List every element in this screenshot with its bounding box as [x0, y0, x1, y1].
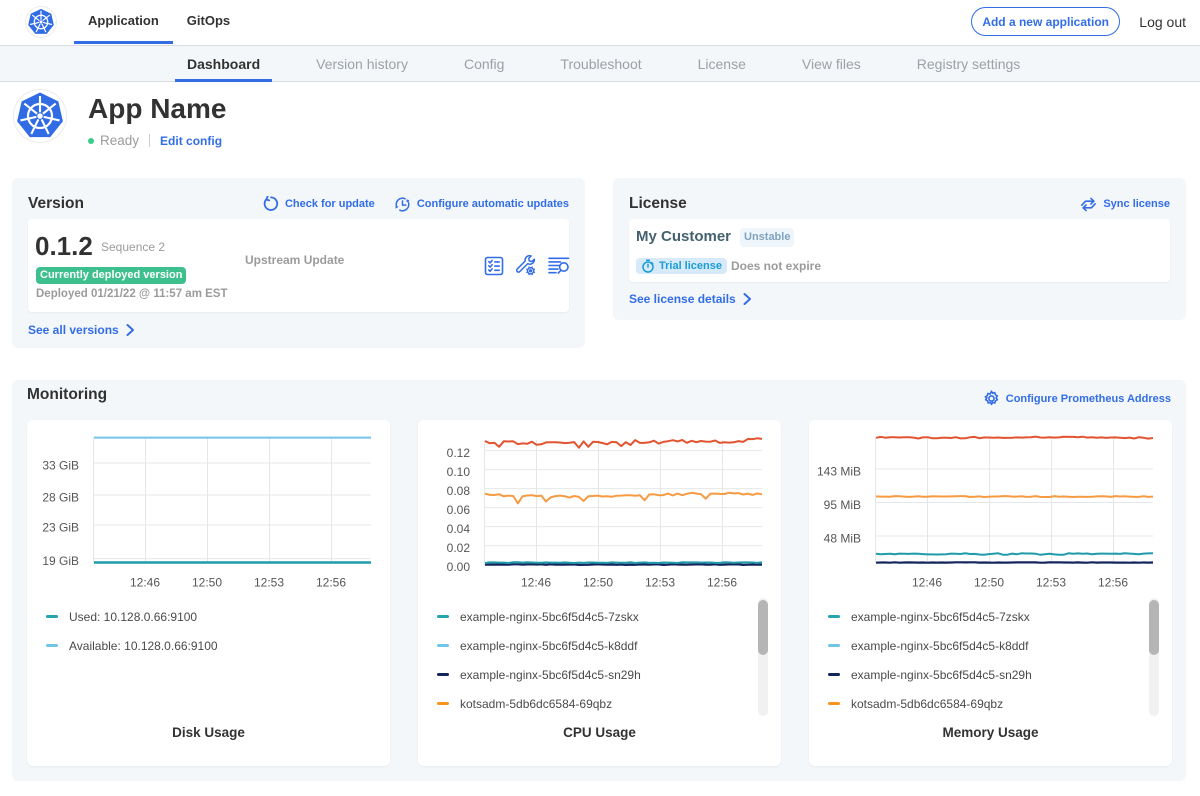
svg-text:12:46: 12:46 [912, 575, 942, 589]
svg-text:19 GiB: 19 GiB [42, 554, 79, 568]
svg-text:12:53: 12:53 [1036, 575, 1066, 589]
svg-text:0.12: 0.12 [447, 446, 471, 460]
svg-text:12:46: 12:46 [521, 575, 551, 589]
svg-text:0.02: 0.02 [447, 541, 471, 555]
svg-text:143 MiB: 143 MiB [817, 464, 861, 478]
svg-text:23 GiB: 23 GiB [42, 520, 79, 534]
svg-text:0.10: 0.10 [447, 465, 471, 479]
svg-text:95 MiB: 95 MiB [824, 498, 861, 512]
svg-text:12:50: 12:50 [583, 575, 613, 589]
svg-text:48 MiB: 48 MiB [824, 531, 861, 545]
svg-text:12:53: 12:53 [254, 575, 284, 589]
svg-text:12:50: 12:50 [192, 575, 222, 589]
svg-text:12:53: 12:53 [645, 575, 675, 589]
svg-text:12:50: 12:50 [974, 575, 1004, 589]
svg-text:33 GiB: 33 GiB [42, 458, 79, 472]
svg-text:28 GiB: 28 GiB [42, 490, 79, 504]
svg-text:0.00: 0.00 [447, 560, 471, 574]
svg-text:12:56: 12:56 [707, 575, 737, 589]
svg-text:0.08: 0.08 [447, 484, 471, 498]
svg-text:12:46: 12:46 [130, 575, 160, 589]
svg-text:12:56: 12:56 [1098, 575, 1128, 589]
svg-text:12:56: 12:56 [316, 575, 346, 589]
svg-text:0.06: 0.06 [447, 503, 471, 517]
svg-text:0.04: 0.04 [447, 522, 471, 536]
